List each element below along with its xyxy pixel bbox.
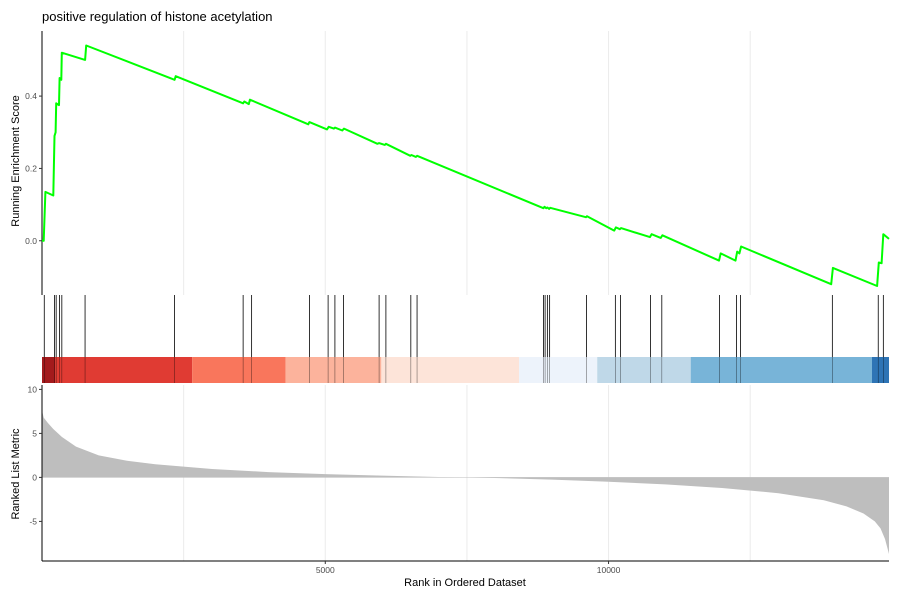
color-band-segment [381, 357, 520, 383]
chart-title: positive regulation of histone acetylati… [42, 9, 273, 24]
gene-hits-panel [43, 295, 884, 357]
color-band-segment [192, 357, 286, 383]
y-tick-label-enrichment: 0.0 [25, 236, 37, 246]
x-axis-title: Rank in Ordered Dataset [404, 577, 526, 589]
ranked-list-metric-panel: -5 0 5 10 [28, 384, 889, 561]
y-tick-label-metric: 5 [32, 428, 37, 438]
y-axis-title-enrichment: Running Enrichment Score [10, 95, 22, 226]
color-band-segment [597, 357, 691, 383]
color-band-segment [519, 357, 598, 383]
color-band-segment [285, 357, 382, 383]
x-axis: 5000 10000 [42, 560, 889, 575]
color-band-segment [690, 357, 873, 383]
y-axis-title-metric: Ranked List Metric [10, 428, 22, 520]
color-band-segment [42, 357, 56, 383]
y-tick-label-metric: 0 [32, 472, 37, 482]
color-band-segment [872, 357, 889, 383]
x-tick-label: 5000 [316, 565, 335, 575]
running-enrichment-line [42, 44, 890, 287]
y-tick-label-metric: -5 [29, 516, 37, 526]
x-tick-label: 10000 [597, 565, 621, 575]
running-enrichment-panel: 0.0 0.2 0.4 [25, 31, 890, 295]
y-tick-label-enrichment: 0.2 [25, 163, 37, 173]
color-band-segment [55, 357, 193, 383]
y-tick-label-metric: 10 [28, 384, 38, 394]
y-tick-label-enrichment: 0.4 [25, 91, 37, 101]
rank-color-band [42, 357, 889, 383]
ranked-metric-area [42, 410, 889, 554]
